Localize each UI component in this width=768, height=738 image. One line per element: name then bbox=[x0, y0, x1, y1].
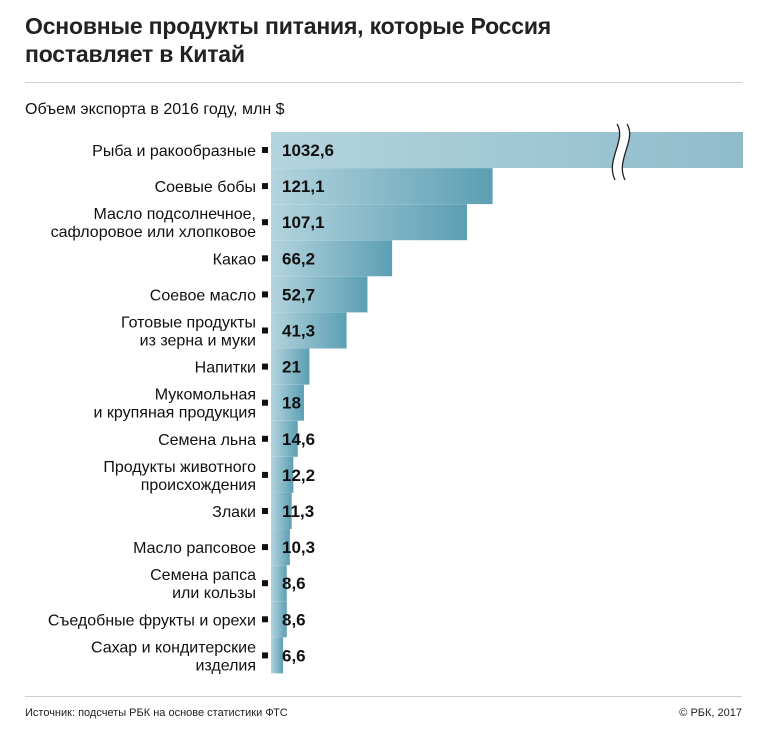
chart-subtitle: Объем экспорта в 2016 году, млн $ bbox=[25, 101, 285, 118]
category-label-line: Семена рапса bbox=[150, 567, 256, 584]
value-label: 14,6 bbox=[282, 430, 315, 449]
category-label-line: Напитки bbox=[195, 360, 256, 377]
category-label: Съедобные фрукты и орехи bbox=[48, 612, 256, 629]
category-label-line: происхождения bbox=[141, 477, 256, 494]
value-label: 21 bbox=[282, 358, 301, 377]
value-label: 10,3 bbox=[282, 538, 315, 557]
bar bbox=[271, 348, 310, 385]
value-label: 1032,6 bbox=[282, 141, 334, 160]
category-label: Сахар и кондитерские изделия bbox=[91, 639, 256, 674]
category-label: Напитки bbox=[195, 360, 256, 377]
row-marker bbox=[262, 291, 268, 298]
chart-title-line-1: Основные продукты питания, которые Росси… bbox=[25, 13, 551, 39]
bar bbox=[271, 529, 290, 566]
value-label: 8,6 bbox=[282, 610, 306, 629]
row-marker bbox=[262, 652, 268, 659]
row-marker bbox=[262, 544, 268, 551]
category-label-line: из зерна и муки bbox=[140, 333, 256, 350]
bar bbox=[271, 240, 393, 277]
category-label-line: Масло подсолнечное, bbox=[94, 206, 257, 223]
row-marker bbox=[262, 363, 268, 370]
category-label-line: и крупяная продукция bbox=[94, 405, 256, 422]
axis-break-line bbox=[621, 123, 631, 181]
row-marker bbox=[262, 508, 268, 514]
bar bbox=[271, 420, 298, 457]
bar bbox=[271, 312, 347, 349]
row-marker bbox=[262, 255, 268, 262]
bar bbox=[271, 565, 287, 602]
bar bbox=[271, 168, 493, 205]
category-label: Масло рапсовое bbox=[133, 540, 256, 557]
value-label: 18 bbox=[282, 394, 301, 413]
row-marker bbox=[262, 616, 268, 623]
value-label: 107,1 bbox=[282, 213, 325, 232]
row-marker bbox=[262, 471, 268, 478]
category-label-line: Продукты животного bbox=[103, 459, 256, 476]
category-label: Семена рапса или кользы bbox=[150, 567, 256, 602]
category-label-line: изделия bbox=[195, 657, 256, 674]
category-label: Соевое масло bbox=[150, 287, 256, 304]
value-label: 12,2 bbox=[282, 466, 315, 485]
category-label: Злаки bbox=[212, 504, 256, 521]
value-label: 66,2 bbox=[282, 249, 315, 268]
copyright-note: © РБК, 2017 bbox=[679, 707, 742, 719]
chart-title: Основные продукты питания, которые Росси… bbox=[25, 12, 745, 68]
category-label-line: Съедобные фрукты и орехи bbox=[48, 612, 256, 629]
value-label: 121,1 bbox=[282, 177, 325, 196]
axis-break-line bbox=[611, 123, 621, 181]
bar bbox=[271, 204, 467, 241]
value-label: 11,3 bbox=[282, 502, 314, 521]
category-label-line: Какао bbox=[213, 251, 256, 268]
top-divider bbox=[25, 82, 742, 83]
bar bbox=[271, 493, 292, 529]
bar bbox=[271, 637, 284, 674]
category-label-line: Мукомольная bbox=[155, 387, 256, 404]
row-marker bbox=[262, 183, 268, 190]
bar bbox=[271, 276, 368, 313]
row-marker bbox=[262, 399, 268, 406]
category-label: Готовые продукты из зерна и муки bbox=[121, 315, 256, 350]
category-label-line: Злаки bbox=[212, 504, 256, 521]
axis-break-gap bbox=[612, 124, 630, 180]
bar bbox=[271, 132, 743, 168]
category-label: Масло подсолнечное, сафлоровое или хлопко… bbox=[51, 206, 257, 241]
row-marker bbox=[262, 147, 268, 153]
category-label-line: Сахар и кондитерские bbox=[91, 639, 256, 656]
category-label: Продукты животного происхождения bbox=[103, 459, 256, 494]
category-label: Какао bbox=[213, 251, 256, 268]
category-label-line: сафлоровое или хлопковое bbox=[51, 224, 257, 241]
source-note: Источник: подсчеты РБК на основе статист… bbox=[25, 707, 288, 719]
row-marker bbox=[262, 219, 268, 226]
category-label: Мукомольная и крупяная продукция bbox=[94, 387, 256, 422]
value-label: 8,6 bbox=[282, 574, 306, 593]
chart-title-line-2: поставляет в Китай bbox=[25, 41, 245, 67]
bar bbox=[271, 601, 287, 638]
value-label: 6,6 bbox=[282, 646, 306, 665]
category-label-line: Соевое масло bbox=[150, 287, 256, 304]
bar bbox=[271, 456, 294, 493]
row-marker bbox=[262, 435, 268, 442]
bottom-divider bbox=[25, 696, 742, 697]
category-label: Семена льна bbox=[158, 432, 256, 449]
bar bbox=[271, 384, 304, 421]
row-marker bbox=[262, 327, 268, 334]
category-label-line: Соевые бобы bbox=[155, 179, 256, 196]
row-marker bbox=[262, 580, 268, 587]
category-label-line: Семена льна bbox=[158, 432, 256, 449]
value-label: 41,3 bbox=[282, 322, 315, 341]
value-label: 52,7 bbox=[282, 285, 315, 304]
category-label-line: или кользы bbox=[172, 585, 256, 602]
category-label: Рыба и ракообразные bbox=[92, 143, 256, 160]
category-label-line: Масло рапсовое bbox=[133, 540, 256, 557]
category-label-line: Рыба и ракообразные bbox=[92, 143, 256, 160]
category-label-line: Готовые продукты bbox=[121, 315, 256, 332]
category-label: Соевые бобы bbox=[155, 179, 256, 196]
